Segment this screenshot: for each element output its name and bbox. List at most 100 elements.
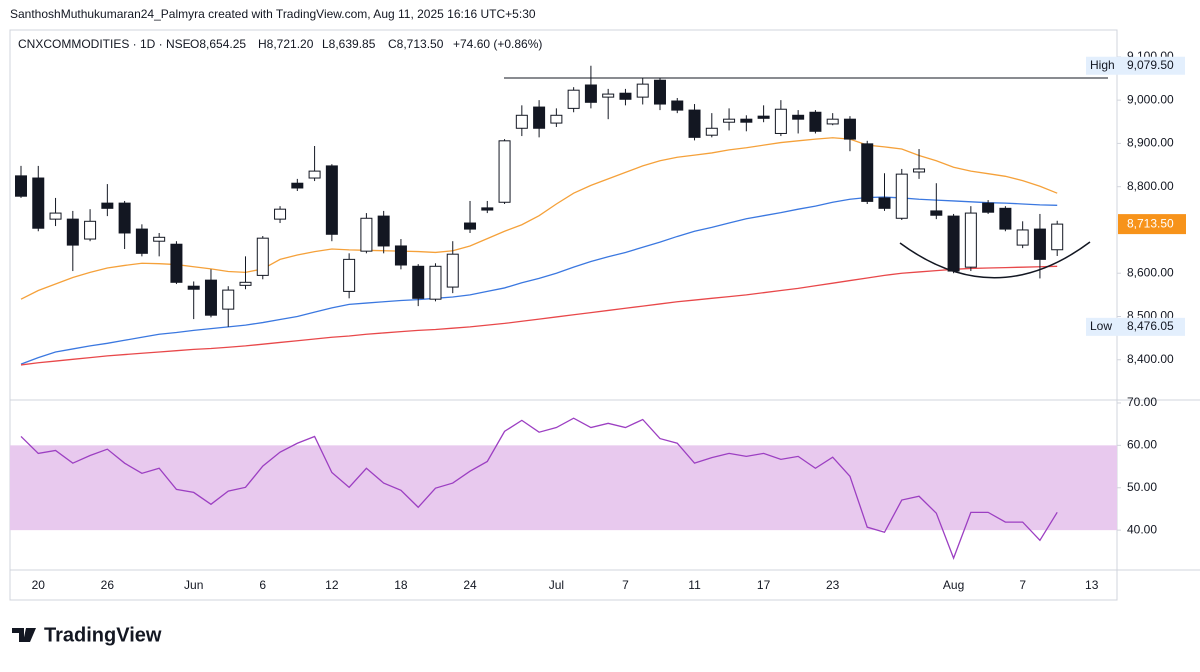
ohlc-open: O8,654.25 — [190, 37, 246, 51]
candle-body — [1051, 223, 1064, 251]
candle-body — [723, 118, 736, 123]
candle-body — [343, 258, 356, 292]
candle-body — [878, 197, 891, 209]
candle-body — [84, 220, 97, 240]
last-price-tag — [1118, 214, 1186, 235]
candle-body — [636, 83, 649, 98]
candle-body — [446, 253, 459, 288]
candle-body — [204, 279, 217, 316]
candle-body — [256, 237, 269, 276]
candle-body — [826, 118, 839, 125]
candle-body — [740, 118, 753, 123]
candle-body — [705, 127, 718, 136]
candle-body — [118, 202, 131, 234]
candle-body — [170, 243, 183, 283]
symbol: CNXCOMMODITIES · 1D · NSE — [18, 37, 191, 51]
candle-body — [1033, 228, 1046, 260]
candle-body — [222, 289, 235, 310]
candle-body — [515, 114, 528, 129]
candle-body — [49, 212, 62, 220]
x-tick-label: Jul — [549, 578, 564, 592]
candle-body — [688, 109, 701, 138]
y-tick-label: 8,400.00 — [1127, 352, 1174, 366]
x-tick-label: 12 — [325, 578, 339, 592]
logo: TradingView — [12, 624, 162, 646]
x-tick-label: 13 — [1085, 578, 1099, 592]
x-tick-label: 7 — [1019, 578, 1026, 592]
candle-body — [1016, 229, 1029, 246]
x-tick-label: 18 — [394, 578, 408, 592]
candle-body — [66, 218, 79, 246]
candle-body — [533, 106, 546, 129]
candle-body — [792, 114, 805, 120]
brand: TradingView — [44, 624, 162, 646]
candle-body — [999, 207, 1012, 230]
candle-body — [913, 168, 926, 173]
candle-body — [308, 170, 321, 179]
x-tick-label: 6 — [259, 578, 266, 592]
indicator-line — [20, 417, 1058, 560]
y-tick-label: 40.00 — [1127, 522, 1157, 536]
candle-body — [481, 207, 494, 211]
candle-body — [930, 210, 943, 216]
y-tick-label: 8,900.00 — [1127, 136, 1174, 150]
x-tick-label: 20 — [32, 578, 46, 592]
candle-body — [187, 285, 200, 290]
candle-body — [567, 89, 580, 109]
candle-body — [498, 140, 511, 203]
y-tick-label: 8,600.00 — [1127, 265, 1174, 279]
candle-body — [377, 215, 390, 247]
candle-body — [757, 115, 770, 119]
y-tick-label: 50.00 — [1127, 480, 1157, 494]
candle-body — [895, 173, 908, 219]
candle-body — [412, 265, 425, 299]
x-tick-label: 24 — [463, 578, 477, 592]
candle-body — [394, 245, 407, 266]
indicator-line — [20, 137, 1058, 300]
candle-body — [153, 236, 166, 242]
price-label-value: 8,476.05 — [1127, 319, 1174, 333]
price-label-bg — [1086, 317, 1185, 336]
change: +74.60 (+0.86%) — [453, 37, 542, 51]
plot: 20 26 Jun 6 12 18 24 Jul 7 11 17 23 Aug 7 13 8,400.00 8,… — [10, 49, 1186, 592]
y-tick-label: 9,000.00 — [1127, 92, 1174, 106]
y-tick-label: 70.00 — [1127, 395, 1157, 409]
indicator-line — [20, 265, 1058, 366]
ohlc-low: L8,639.85 — [322, 37, 376, 51]
candle-body — [464, 222, 477, 230]
x-tick-label: 11 — [688, 578, 701, 592]
candle-body — [135, 228, 148, 254]
candle-body — [550, 114, 563, 124]
candle-body — [584, 84, 597, 103]
x-tick-label: 7 — [622, 578, 629, 592]
candle-body — [239, 281, 252, 286]
candle-body — [360, 217, 373, 252]
candle-body — [964, 212, 977, 268]
price-label-name: High — [1090, 58, 1115, 72]
candle-body — [861, 143, 874, 202]
cup-drawing — [899, 241, 1091, 279]
x-tick-label: Jun — [184, 578, 203, 592]
attribution: SanthoshMuthukumaran24_Palmyra created w… — [10, 7, 536, 21]
price-label-value: 9,079.50 — [1127, 58, 1174, 72]
x-tick-label: Aug — [943, 578, 964, 592]
candle-body — [653, 79, 666, 105]
y-tick-label: 8,800.00 — [1127, 179, 1174, 193]
candle-body — [671, 100, 684, 111]
candle-body — [291, 182, 304, 189]
candle-body — [274, 208, 287, 220]
candle-body — [101, 202, 114, 209]
candle-body — [429, 265, 442, 300]
x-tick-label: 23 — [826, 578, 840, 592]
x-tick-label: 17 — [757, 578, 771, 592]
x-tick-label: 26 — [101, 578, 115, 592]
price-label-bg — [1086, 56, 1185, 75]
candle-body — [982, 202, 995, 213]
last-price: 8,713.50 — [1127, 216, 1174, 230]
candle-body — [809, 111, 822, 132]
candle-body — [32, 177, 45, 229]
logo-icon — [12, 628, 36, 642]
price-label-name: Low — [1090, 319, 1112, 333]
